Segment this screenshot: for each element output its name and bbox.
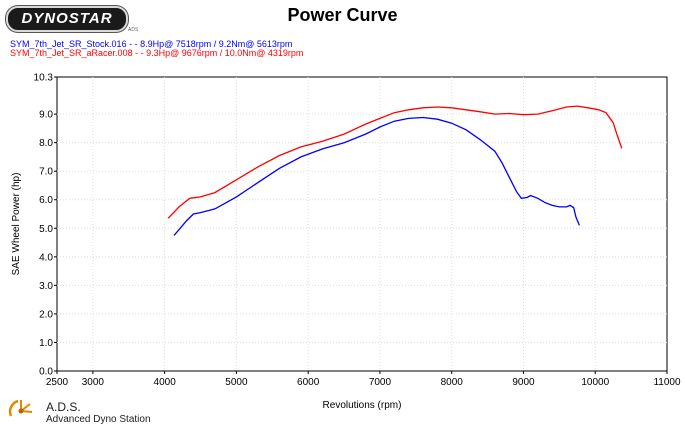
- y-tick-label: 10.3: [34, 73, 54, 84]
- ads-subtitle: Advanced Dyno Station: [46, 414, 151, 425]
- series-line-aracer: [167, 105, 623, 219]
- plot-area: [56, 76, 668, 372]
- series-line-stock: [173, 116, 581, 236]
- y-tick-label: 7.0: [39, 167, 53, 178]
- y-tick-label: 4.0: [39, 252, 53, 263]
- x-tick-label: 5000: [225, 377, 248, 388]
- y-tick-label: 0.0: [39, 367, 53, 378]
- y-tick-label: 5.0: [39, 224, 53, 235]
- y-tick-label: 2.0: [39, 309, 53, 320]
- y-tick-label: 6.0: [39, 195, 53, 206]
- page-title: Power Curve: [287, 5, 398, 25]
- x-tick-label: 6000: [297, 377, 320, 388]
- x-tick-label: 3000: [82, 377, 105, 388]
- ads-title: A.D.S.: [46, 400, 81, 414]
- x-axis-label: Revolutions (rpm): [323, 400, 402, 411]
- y-tick-label: 8.0: [39, 138, 53, 149]
- legend-entry-aracer: SYM_7th_Jet_SR_aRacer.008 - - 9.3Hp@ 967…: [10, 48, 304, 58]
- ads-logo-icon: [8, 399, 33, 417]
- x-tick-label: 4000: [154, 377, 177, 388]
- x-tick-label: 9000: [512, 377, 535, 388]
- y-tick-label: 3.0: [39, 281, 53, 292]
- legend-entry-stock: SYM_7th_Jet_SR_Stock.016 - - 8.9Hp@ 7518…: [10, 39, 293, 49]
- y-tick-label: 1.0: [39, 338, 53, 349]
- y-tick-label: 9.0: [39, 110, 53, 121]
- x-tick-label: 8000: [441, 377, 464, 388]
- x-tick-label: 11000: [653, 377, 681, 388]
- y-axis-label: SAE Wheel Power (hp): [11, 173, 22, 276]
- logo-text: DYNOSTAR: [21, 10, 113, 27]
- dynostar-logo: DYNOSTAR: [6, 6, 128, 32]
- x-tick-label: 10000: [581, 377, 609, 388]
- logo-sub: ADS: [128, 27, 139, 33]
- x-tick-label: 2500: [46, 377, 69, 388]
- x-tick-label: 7000: [369, 377, 392, 388]
